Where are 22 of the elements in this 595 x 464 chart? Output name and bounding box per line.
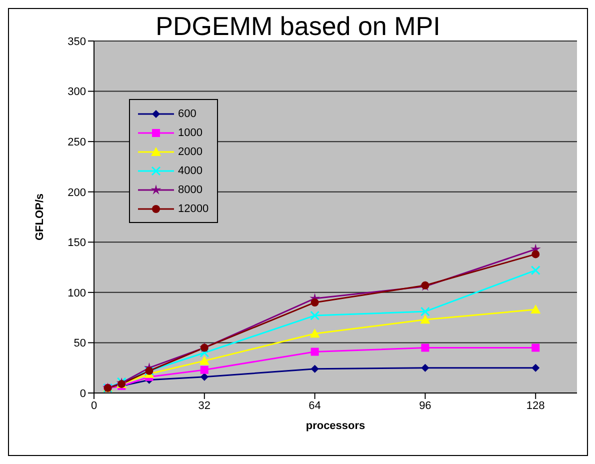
x-tick-label: 64 (308, 400, 321, 412)
y-tick-label: 50 (74, 338, 86, 350)
x-tick-label: 32 (198, 400, 211, 412)
legend-label: 600 (178, 108, 196, 120)
x-tick-label: 96 (419, 400, 432, 412)
legend-label: 8000 (178, 184, 202, 196)
legend-label: 1000 (178, 126, 202, 138)
x-tick-label: 128 (526, 400, 545, 412)
chart-title: PDGEMM based on MPI (156, 11, 440, 41)
y-tick-label: 200 (68, 186, 86, 199)
y-tick-label: 0 (80, 388, 86, 400)
y-axis-title: GFLOP/s (34, 193, 46, 241)
x-axis-title: processors (306, 420, 366, 432)
x-tick-label: 0 (90, 400, 98, 412)
y-tick-label: 150 (68, 237, 86, 250)
y-tick-label: 300 (68, 86, 86, 98)
y-tick-label: 350 (68, 36, 86, 48)
legend-label: 12000 (178, 202, 209, 214)
y-tick-label: 250 (68, 136, 86, 148)
legend-label: 4000 (178, 164, 202, 176)
y-tick-label: 100 (68, 287, 86, 300)
legend-label: 2000 (178, 146, 202, 158)
